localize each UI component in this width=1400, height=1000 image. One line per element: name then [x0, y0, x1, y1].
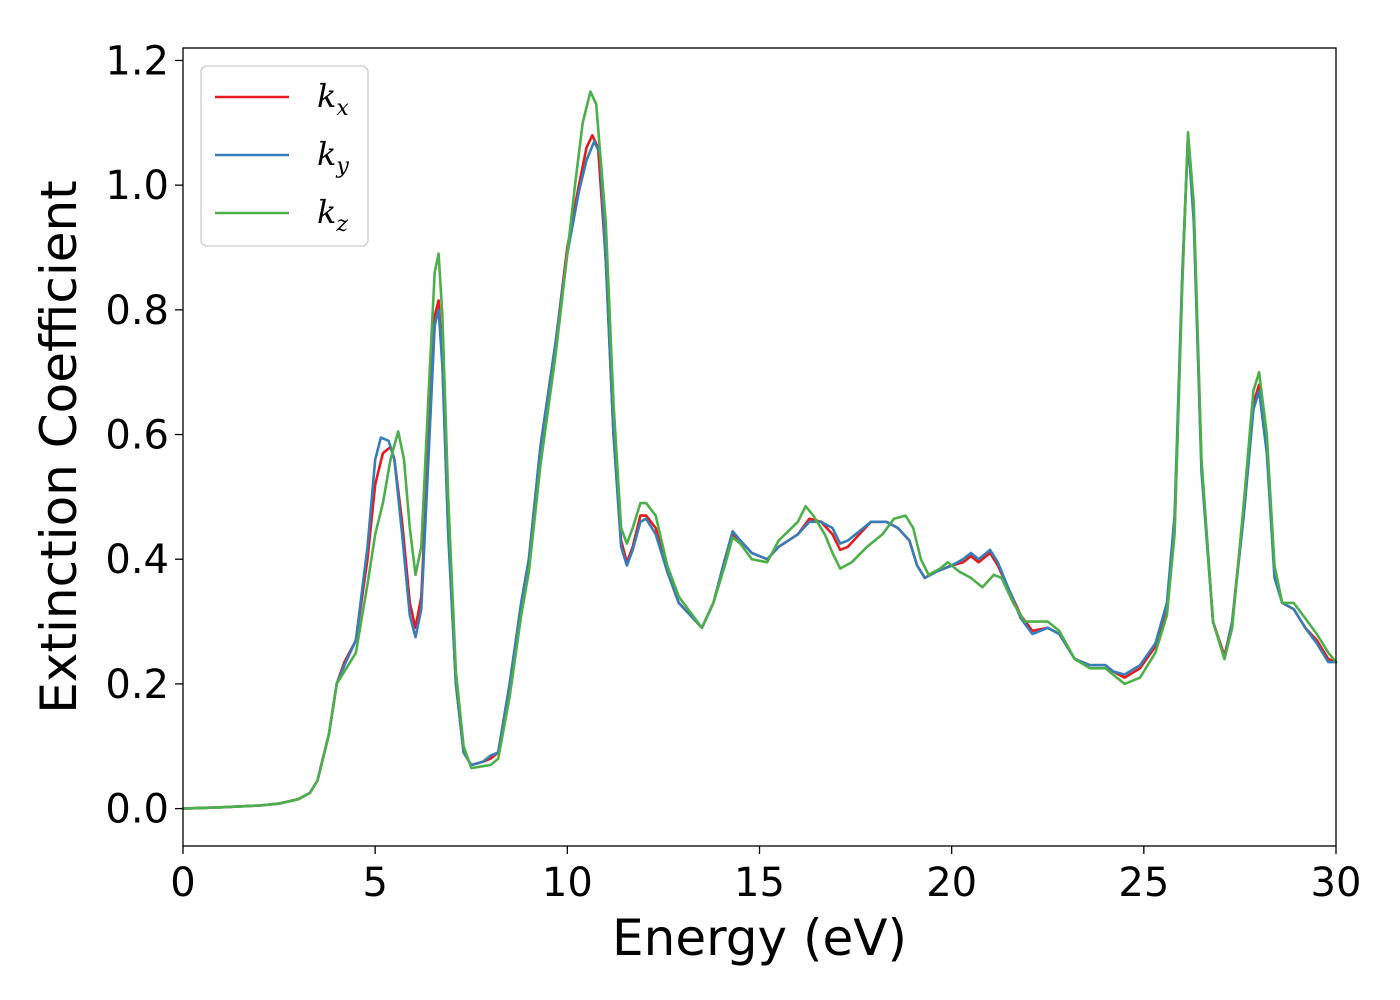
plot-background	[183, 48, 1336, 846]
legend-label-kz: kz	[317, 193, 348, 237]
y-axis-label: Extinction Coefficient	[30, 180, 88, 714]
x-tick-label: 15	[734, 860, 785, 906]
x-tick-label: 5	[362, 860, 387, 906]
x-tick-label: 10	[542, 860, 593, 906]
y-tick-label: 1.2	[105, 38, 169, 84]
y-tick-label: 0.2	[105, 662, 169, 708]
legend: kx ky kz	[200, 65, 369, 247]
y-tick-label: 1.0	[105, 163, 169, 209]
y-tick-label: 0.4	[105, 537, 169, 583]
legend-label-kx: kx	[317, 77, 349, 121]
y-tick-label: 0.8	[105, 288, 169, 334]
x-tick-label: 25	[1118, 860, 1169, 906]
y-tick-label: 0.6	[105, 413, 169, 459]
x-tick-label: 0	[170, 860, 195, 906]
y-axis: 0.0 0.2 0.4 0.6 0.8 1.0 1.2	[105, 38, 183, 833]
x-axis-label: Energy (eV)	[612, 909, 907, 967]
series-line-ky	[181, 137, 1338, 810]
series-line-kz	[181, 90, 1338, 810]
x-axis: 0 5 10 15 20 25 30	[170, 846, 1361, 906]
y-tick-label: 0.0	[105, 787, 169, 833]
legend-label-ky: ky	[317, 135, 349, 179]
x-tick-label: 20	[926, 860, 977, 906]
x-tick-label: 30	[1311, 860, 1362, 906]
series-layer	[181, 90, 1338, 810]
